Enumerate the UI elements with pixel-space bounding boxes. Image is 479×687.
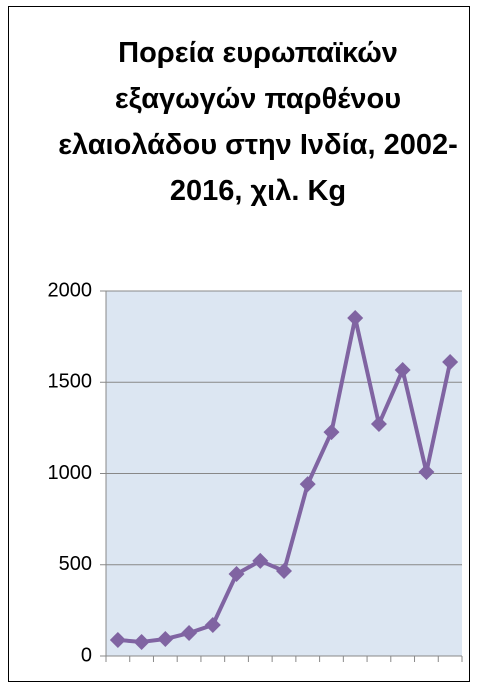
- data-point: [347, 310, 364, 327]
- data-point: [204, 616, 221, 633]
- data-point: [252, 552, 269, 569]
- data-point: [418, 464, 435, 481]
- y-tick-label: 0: [81, 644, 92, 666]
- y-tick-label: 2000: [48, 279, 93, 301]
- y-tick-label: 1500: [48, 371, 93, 393]
- data-point: [133, 633, 150, 650]
- data-point: [109, 631, 126, 648]
- data-point: [394, 362, 411, 379]
- data-point: [323, 424, 340, 441]
- data-point: [370, 416, 387, 433]
- y-tick-label: 1000: [48, 462, 93, 484]
- chart-frame: [8, 6, 470, 682]
- data-point: [276, 562, 292, 579]
- chart-title: Πορεία ευρωπαϊκών εξαγωγών παρθένου ελαι…: [58, 37, 458, 207]
- data-point: [157, 631, 174, 648]
- data-point: [299, 476, 316, 493]
- data-point: [228, 566, 245, 583]
- y-tick-label: 500: [59, 553, 92, 575]
- data-point: [442, 353, 459, 370]
- data-point: [181, 625, 198, 642]
